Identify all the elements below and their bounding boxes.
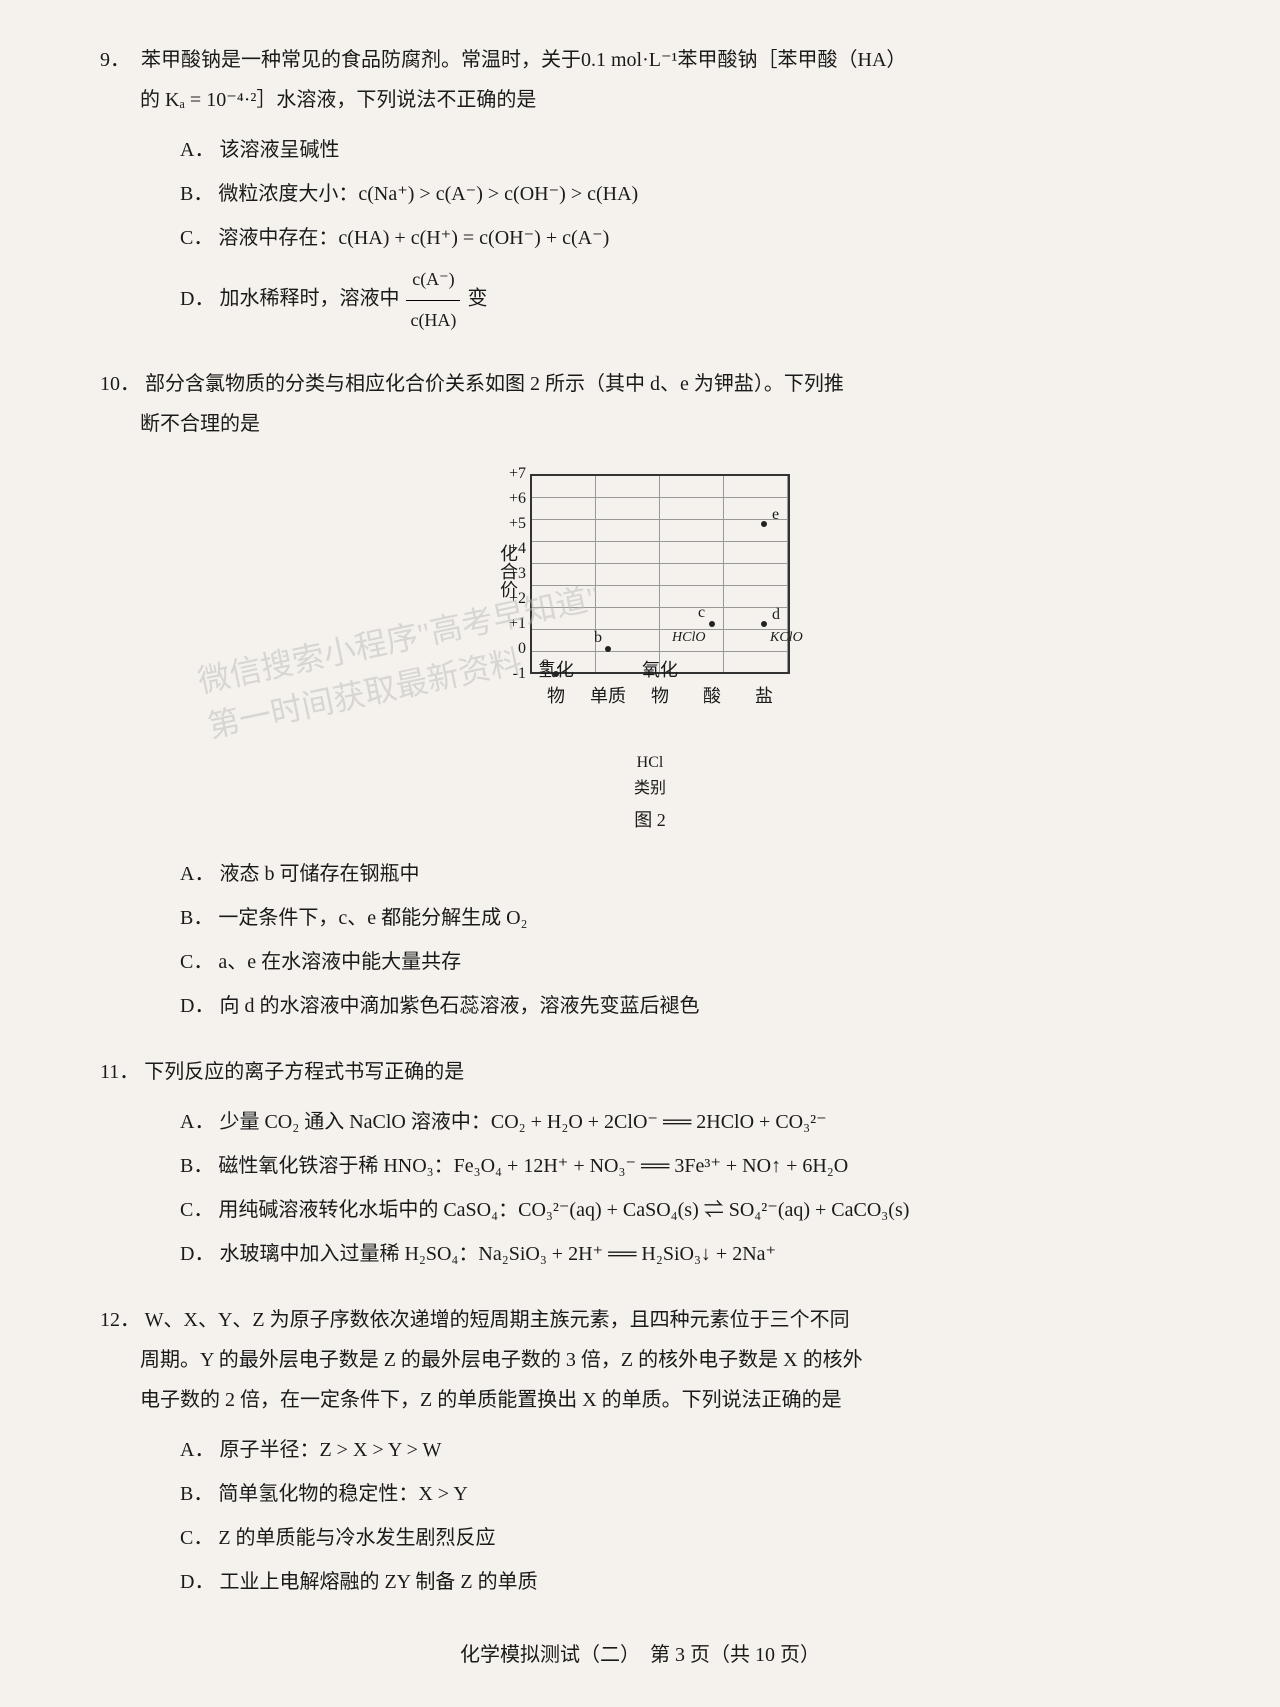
option-b: B． 一定条件下，c、e 都能分解生成 O₂: [180, 896, 1200, 940]
q10-line2: 断不合理的是: [140, 404, 1200, 444]
q9-stem: 9． 苯甲酸钠是一种常见的食品防腐剂。常温时，关于0.1 mol·L⁻¹苯甲酸钠…: [100, 40, 1200, 80]
y-tick: -1: [506, 665, 526, 683]
chart-annotation: HClO: [672, 630, 705, 646]
chart-hcl: HCl: [100, 754, 1200, 772]
y-tick: +1: [506, 615, 526, 633]
option-text: 微粒浓度大小：c(Na⁺) > c(A⁻) > c(OH⁻) > c(HA): [218, 183, 638, 205]
option-text: 水玻璃中加入过量稀 H₂SO₄：Na₂SiO₃ + 2H⁺ ══ H₂SiO₃↓…: [219, 1243, 776, 1265]
chart-x-sub: 类别: [100, 774, 1200, 798]
y-tick: +6: [506, 490, 526, 508]
option-b: B． 简单氢化物的稳定性：X > Y: [180, 1472, 1200, 1516]
frac-numerator: c(A⁻): [406, 260, 460, 301]
x-category: 单质: [582, 682, 634, 708]
frac-after: 变: [467, 288, 487, 310]
fraction: c(A⁻) c(HA): [406, 260, 460, 340]
option-a: A． 原子半径：Z > X > Y > W: [180, 1428, 1200, 1472]
option-d: D． 工业上电解熔融的 ZY 制备 Z 的单质: [180, 1560, 1200, 1604]
option-text: 溶液中存在：c(HA) + c(H⁺) = c(OH⁻) + c(A⁻): [218, 227, 609, 249]
question-12: 12． W、X、Y、Z 为原子序数依次递增的短周期主族元素，且四种元素位于三个不…: [100, 1300, 1200, 1604]
q12-line2: 周期。Y 的最外层电子数是 Z 的最外层电子数的 3 倍，Z 的核外电子数是 X…: [140, 1340, 1200, 1380]
x-category: 氧化物: [634, 656, 686, 708]
option-text: a、e 在水溶液中能大量共存: [218, 951, 461, 973]
option-a: A． 液态 b 可储存在钢瓶中: [180, 852, 1200, 896]
q12-stem: 12． W、X、Y、Z 为原子序数依次递增的短周期主族元素，且四种元素位于三个不…: [100, 1300, 1200, 1340]
q12-line3: 电子数的 2 倍，在一定条件下，Z 的单质能置换出 X 的单质。下列说法正确的是: [140, 1380, 1200, 1420]
option-text: 工业上电解熔融的 ZY 制备 Z 的单质: [219, 1571, 537, 1593]
question-9: 9． 苯甲酸钠是一种常见的食品防腐剂。常温时，关于0.1 mol·L⁻¹苯甲酸钠…: [100, 40, 1200, 340]
q10-options: A． 液态 b 可储存在钢瓶中 B． 一定条件下，c、e 都能分解生成 O₂ C…: [180, 852, 1200, 1028]
chart-point-label: d: [772, 606, 780, 624]
q12-line1: W、X、Y、Z 为原子序数依次递增的短周期主族元素，且四种元素位于三个不同: [145, 1309, 850, 1331]
q10-line1: 部分含氯物质的分类与相应化合价关系如图 2 所示（其中 d、e 为钾盐）。下列推: [145, 373, 844, 395]
option-text: 简单氢化物的稳定性：X > Y: [218, 1483, 467, 1505]
question-number: 12．: [100, 1300, 140, 1340]
option-c: C． a、e 在水溶液中能大量共存: [180, 940, 1200, 984]
option-b: B． 磁性氧化铁溶于稀 HNO₃：Fe₃O₄ + 12H⁺ + NO₃⁻ ══ …: [180, 1144, 1200, 1188]
option-text: 该溶液呈碱性: [219, 139, 339, 161]
question-10: 10． 部分含氯物质的分类与相应化合价关系如图 2 所示（其中 d、e 为钾盐）…: [100, 364, 1200, 1028]
question-number: 9．: [100, 40, 136, 80]
option-c: C． 溶液中存在：c(HA) + c(H⁺) = c(OH⁻) + c(A⁻): [180, 216, 1200, 260]
y-tick: +2: [506, 590, 526, 608]
y-tick: 0: [506, 640, 526, 658]
question-11: 11． 下列反应的离子方程式书写正确的是 A． 少量 CO₂ 通入 NaClO …: [100, 1052, 1200, 1276]
option-text: Z 的单质能与冷水发生剧烈反应: [218, 1527, 495, 1549]
y-tick: +7: [506, 465, 526, 483]
q10-stem: 10． 部分含氯物质的分类与相应化合价关系如图 2 所示（其中 d、e 为钾盐）…: [100, 364, 1200, 404]
chart-caption: 图 2: [100, 806, 1200, 832]
x-category: 盐: [738, 682, 790, 708]
option-d: D． 加水稀释时，溶液中 c(A⁻) c(HA) 变: [180, 260, 1200, 340]
q11-line1: 下列反应的离子方程式书写正确的是: [144, 1061, 464, 1083]
option-a: A． 该溶液呈碱性: [180, 128, 1200, 172]
option-text: 向 d 的水溶液中滴加紫色石蕊溶液，溶液先变蓝后褪色: [219, 995, 699, 1017]
q9-options: A． 该溶液呈碱性 B． 微粒浓度大小：c(Na⁺) > c(A⁻) > c(O…: [180, 128, 1200, 340]
chart-point-label: b: [594, 629, 602, 647]
chart-point-label: c: [698, 604, 705, 622]
option-d: D． 水玻璃中加入过量稀 H₂SO₄：Na₂SiO₃ + 2H⁺ ══ H₂Si…: [180, 1232, 1200, 1276]
option-c: C． 用纯碱溶液转化水垢中的 CaSO₄：CO₃²⁻(aq) + CaSO₄(s…: [180, 1188, 1200, 1232]
page-footer: 化学模拟测试（二） 第 3 页（共 10 页）: [0, 1638, 1280, 1667]
chart-point-label: a: [542, 654, 549, 672]
option-text: 磁性氧化铁溶于稀 HNO₃：Fe₃O₄ + 12H⁺ + NO₃⁻ ══ 3Fe…: [218, 1155, 848, 1177]
option-text: 加水稀释时，溶液中: [219, 288, 399, 310]
question-number: 11．: [100, 1052, 139, 1092]
q9-line1: 苯甲酸钠是一种常见的食品防腐剂。常温时，关于0.1 mol·L⁻¹苯甲酸钠［苯甲…: [141, 49, 906, 71]
y-tick: +4: [506, 540, 526, 558]
chart-point-label: e: [772, 506, 779, 524]
frac-denominator: c(HA): [406, 301, 460, 341]
q11-stem: 11． 下列反应的离子方程式书写正确的是: [100, 1052, 1200, 1092]
question-number: 10．: [100, 364, 140, 404]
y-tick: +3: [506, 565, 526, 583]
q11-options: A． 少量 CO₂ 通入 NaClO 溶液中：CO₂ + H₂O + 2ClO⁻…: [180, 1100, 1200, 1276]
option-text: 少量 CO₂ 通入 NaClO 溶液中：CO₂ + H₂O + 2ClO⁻ ══…: [219, 1111, 826, 1133]
option-text: 液态 b 可储存在钢瓶中: [219, 863, 419, 885]
figure-2-chart: 化合价 +7+6+5+4+3+2+10-1 氢化物单质氧化物酸盐 abcdeHC…: [470, 464, 830, 744]
option-a: A． 少量 CO₂ 通入 NaClO 溶液中：CO₂ + H₂O + 2ClO⁻…: [180, 1100, 1200, 1144]
x-category: 氢化物: [530, 656, 582, 708]
x-category: 酸: [686, 682, 738, 708]
option-text: 一定条件下，c、e 都能分解生成 O₂: [218, 907, 527, 929]
q12-options: A． 原子半径：Z > X > Y > W B． 简单氢化物的稳定性：X > Y…: [180, 1428, 1200, 1604]
option-b: B． 微粒浓度大小：c(Na⁺) > c(A⁻) > c(OH⁻) > c(HA…: [180, 172, 1200, 216]
chart-plot-area: [530, 474, 790, 674]
option-text: 用纯碱溶液转化水垢中的 CaSO₄：CO₃²⁻(aq) + CaSO₄(s) ⇌…: [218, 1199, 909, 1221]
y-tick: +5: [506, 515, 526, 533]
option-d: D． 向 d 的水溶液中滴加紫色石蕊溶液，溶液先变蓝后褪色: [180, 984, 1200, 1028]
chart-annotation: KClO: [770, 630, 803, 646]
option-text: 原子半径：Z > X > Y > W: [219, 1439, 441, 1461]
q9-line2: 的 Kₐ = 10⁻⁴·²］水溶液，下列说法不正确的是: [140, 80, 1200, 120]
option-c: C． Z 的单质能与冷水发生剧烈反应: [180, 1516, 1200, 1560]
